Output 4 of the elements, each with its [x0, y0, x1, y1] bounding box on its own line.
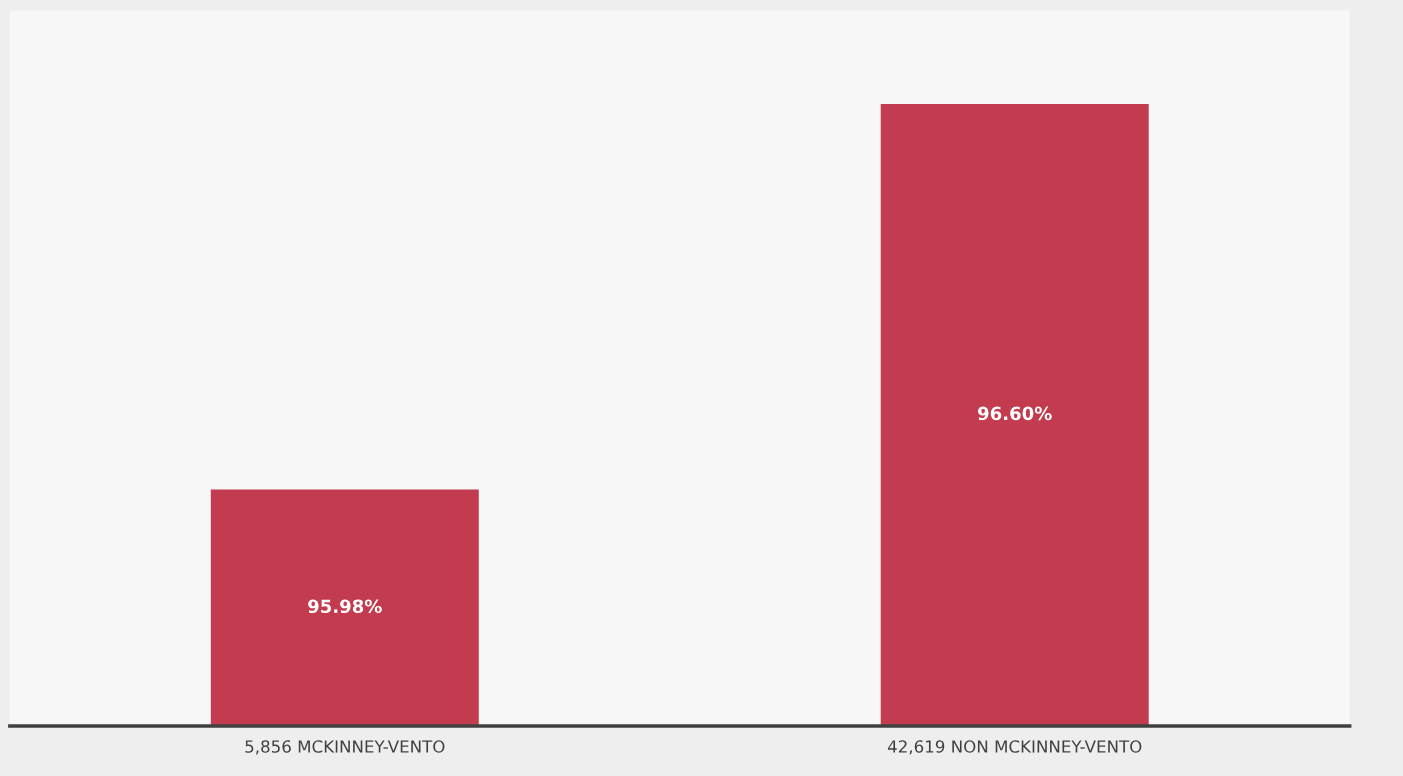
x-tick-label: 5,856 MCKINNEY-VENTO — [245, 740, 445, 755]
data-label: 95.98% — [308, 599, 382, 614]
data-label: 96.60% — [978, 406, 1052, 421]
x-tick-label: 42,619 NON MCKINNEY-VENTO — [887, 740, 1142, 755]
